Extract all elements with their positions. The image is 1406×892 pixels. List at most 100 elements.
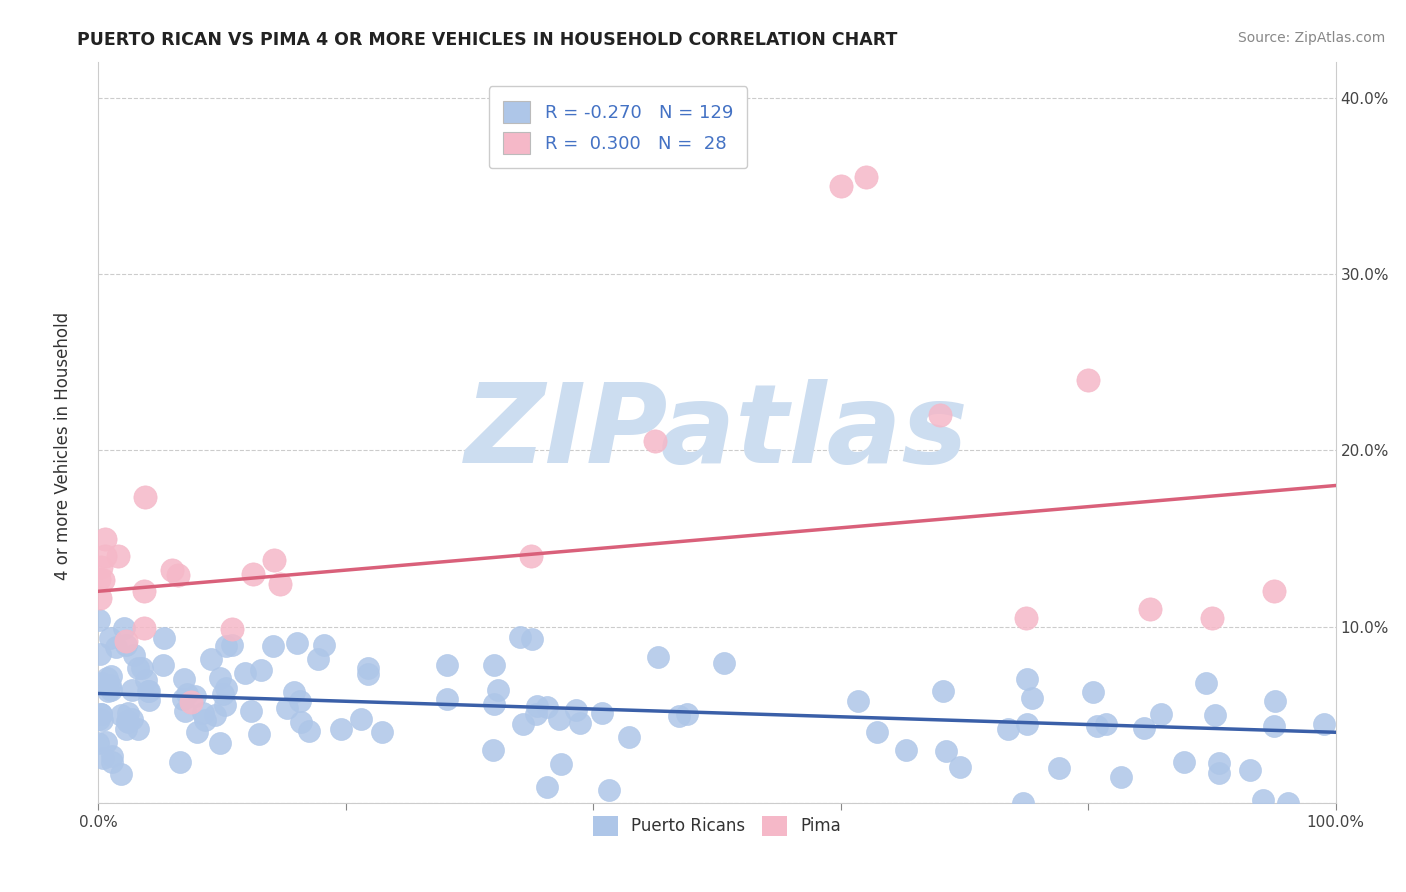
Point (115, 714, 138, 728)
Point (90, 675, 112, 690)
Point (928, 408, 950, 422)
Point (357, 666, 380, 681)
Text: PUERTO RICAN VS PIMA 4 OR MORE VEHICLES IN HOUSEHOLD CORRELATION CHART: PUERTO RICAN VS PIMA 4 OR MORE VEHICLES … (77, 31, 897, 49)
Point (1095, 717, 1118, 731)
Point (93, 751, 115, 765)
Point (132, 583, 155, 598)
Point (1085, 719, 1108, 733)
Point (117, 714, 139, 729)
Point (87, 712, 110, 726)
Point (167, 568, 190, 582)
Point (1208, 766, 1230, 780)
Point (1201, 610, 1223, 624)
Point (830, 178, 852, 193)
Point (186, 725, 208, 739)
Point (115, 638, 138, 652)
Point (90, 707, 112, 722)
Point (96, 671, 118, 685)
Point (283, 685, 305, 699)
Point (221, 638, 243, 652)
Point (713, 656, 735, 670)
Point (242, 566, 264, 581)
Point (1021, 690, 1043, 705)
Point (90, 560, 112, 574)
Point (1263, 584, 1285, 599)
Text: Source: ZipAtlas.com: Source: ZipAtlas.com (1237, 31, 1385, 45)
Point (135, 673, 157, 688)
Point (160, 563, 183, 577)
Point (1208, 756, 1230, 770)
Point (1011, 796, 1033, 810)
Point (290, 714, 312, 729)
Point (591, 706, 613, 720)
Point (298, 723, 321, 738)
Point (436, 658, 458, 673)
Point (94, 735, 117, 749)
Point (208, 736, 231, 750)
Point (997, 722, 1019, 736)
Point (1109, 770, 1132, 784)
Point (122, 648, 145, 663)
Point (215, 681, 238, 696)
Point (565, 703, 588, 717)
Point (104, 640, 127, 654)
Point (285, 635, 308, 649)
Point (855, 169, 877, 184)
Point (484, 657, 506, 672)
Point (1239, 764, 1261, 778)
Point (568, 716, 591, 731)
Point (127, 722, 149, 736)
Point (183, 689, 205, 703)
Point (180, 695, 202, 709)
Point (547, 713, 569, 727)
Point (136, 684, 159, 698)
Point (152, 657, 174, 672)
Point (215, 639, 238, 653)
Point (1277, 796, 1299, 810)
Point (1149, 706, 1171, 721)
Point (89, 647, 111, 661)
Point (668, 709, 690, 723)
Point (288, 694, 311, 708)
Point (598, 782, 620, 797)
Point (647, 649, 669, 664)
Point (138, 693, 160, 707)
Point (110, 767, 132, 781)
Point (250, 663, 273, 677)
Point (214, 698, 236, 712)
Point (1251, 793, 1274, 807)
Point (488, 683, 510, 698)
Point (536, 780, 558, 794)
Point (221, 622, 243, 636)
Point (1204, 707, 1226, 722)
Point (112, 621, 135, 635)
Point (357, 660, 380, 674)
Point (263, 553, 285, 567)
Point (94, 549, 117, 563)
Point (262, 639, 284, 653)
Point (115, 722, 138, 736)
Point (212, 687, 235, 701)
Point (526, 699, 548, 714)
Text: 4 or more Vehicles in Household: 4 or more Vehicles in Household (55, 312, 72, 580)
Point (173, 672, 195, 686)
Point (509, 630, 531, 644)
Point (307, 652, 329, 666)
Point (1263, 719, 1285, 733)
Point (107, 549, 129, 564)
Point (550, 757, 572, 772)
Point (1139, 602, 1161, 616)
Point (894, 742, 917, 756)
Point (176, 687, 198, 701)
Point (520, 632, 543, 646)
Point (100, 682, 122, 697)
Point (1173, 755, 1195, 769)
Point (204, 707, 226, 722)
Point (676, 706, 699, 721)
Point (209, 671, 232, 685)
Point (100, 669, 122, 683)
Point (865, 725, 887, 739)
Point (644, 434, 666, 449)
Point (173, 704, 195, 718)
Point (117, 714, 139, 728)
